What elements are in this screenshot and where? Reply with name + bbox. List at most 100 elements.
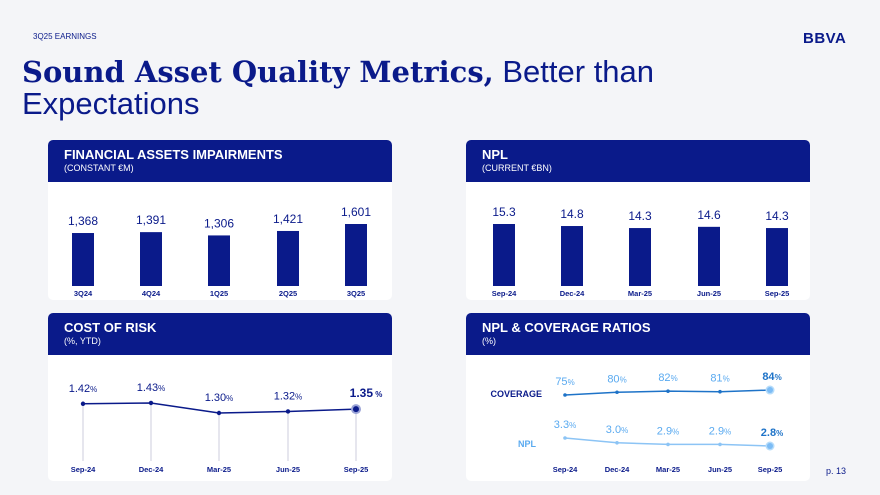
- x-tick-label: 3Q24: [74, 289, 93, 298]
- data-label: 1,368: [68, 214, 98, 228]
- data-label: 75%: [555, 376, 574, 388]
- data-point: [666, 389, 670, 393]
- x-tick-label: 1Q25: [210, 289, 228, 298]
- data-label: 3.0%: [606, 424, 628, 436]
- data-point: [767, 387, 773, 394]
- x-tick-label: Sep-25: [758, 465, 783, 474]
- bar: [277, 230, 299, 286]
- data-label: 1.30%: [205, 392, 234, 404]
- data-label: 14.6: [697, 208, 721, 222]
- bar: [561, 226, 583, 286]
- data-label: 1,391: [136, 213, 166, 227]
- panel-subtitle: (CURRENT €BN): [482, 163, 552, 173]
- unit: %: [226, 394, 233, 403]
- bar: [766, 228, 788, 286]
- data-label: 1,421: [273, 212, 303, 226]
- data-label: 1,306: [204, 216, 234, 230]
- data-label: 84%: [762, 371, 781, 383]
- x-tick-label: Dec-24: [605, 465, 630, 474]
- panel-subtitle: (CONSTANT €M): [64, 163, 134, 173]
- data-point: [767, 443, 773, 449]
- x-tick-label: Sep-25: [344, 465, 369, 474]
- panel-impairments: FINANCIAL ASSETS IMPAIRMENTS (CONSTANT €M…: [48, 140, 392, 300]
- data-point: [666, 442, 670, 447]
- data-label: 2.9%: [657, 425, 679, 437]
- impairments-chart: 1,368 3Q24 1,391 4Q24 1,306 1Q25 1,421 2Q25 1,60…: [68, 205, 371, 298]
- panel-title: NPL: [482, 147, 508, 162]
- data-label: 1.42%: [69, 383, 98, 395]
- unit: %: [158, 384, 165, 393]
- unit: %: [776, 429, 783, 438]
- data-point: [148, 400, 154, 406]
- data-point: [563, 436, 567, 440]
- series-label-npl: NPL: [518, 439, 537, 449]
- data-point: [80, 401, 86, 406]
- data-label: 14.3: [628, 209, 652, 223]
- unit: %: [775, 373, 782, 382]
- data-point: [216, 410, 222, 416]
- x-tick-label: Jun-25: [708, 465, 732, 474]
- data-point: [563, 393, 567, 397]
- panel-npl: NPL (CURRENT €BN) 15.3 Sep-24 14.8 Dec-24 14.…: [466, 140, 810, 300]
- x-tick-label: Sep-24: [71, 465, 96, 474]
- data-point: [615, 390, 619, 395]
- x-tick-label: 3Q25: [347, 289, 365, 298]
- x-tick-label: Sep-25: [765, 289, 790, 298]
- data-label: 1.35 %: [350, 386, 383, 400]
- data-label: 1.32%: [274, 390, 303, 402]
- data-label: 1,601: [341, 205, 371, 219]
- x-tick-label: Jun-25: [697, 289, 721, 298]
- bar: [140, 232, 162, 286]
- unit: %: [373, 390, 382, 399]
- unit: %: [90, 385, 97, 394]
- data-point: [353, 406, 359, 413]
- data-label: 2.8%: [761, 427, 783, 439]
- bar: [629, 228, 651, 286]
- x-tick-label: Mar-25: [628, 289, 652, 298]
- data-label: 80%: [607, 373, 626, 385]
- x-tick-label: Dec-24: [560, 289, 585, 298]
- unit: %: [569, 421, 576, 430]
- x-tick-label: Sep-24: [553, 465, 578, 474]
- panel-cost-of-risk: COST OF RISK (%, YTD) 1.42% Sep-24 1.43% Dec…: [48, 313, 392, 481]
- page-number: p. 13: [826, 466, 847, 476]
- unit: %: [723, 375, 730, 384]
- data-label: 82%: [658, 372, 677, 384]
- bar: [493, 224, 515, 286]
- title-bold: Sound Asset Quality Metrics,: [22, 55, 494, 89]
- npl-chart: 15.3 Sep-24 14.8 Dec-24 14.3 Mar-25 14.6 Jun-25…: [492, 205, 790, 298]
- panel-title: FINANCIAL ASSETS IMPAIRMENTS: [64, 147, 283, 162]
- data-point: [718, 442, 722, 447]
- x-tick-label: Jun-25: [276, 465, 300, 474]
- npl-coverage-chart: COVERAGE 75% 80% 82% 81% 84% NPL 3.3% 3.0% 2.9% 2.…: [490, 371, 783, 474]
- data-label: 81%: [710, 373, 729, 385]
- unit: %: [671, 374, 678, 383]
- x-tick-label: Dec-24: [139, 465, 164, 474]
- panel-subtitle: (%): [482, 336, 496, 346]
- unit: %: [672, 427, 679, 436]
- data-label: 14.3: [765, 209, 789, 223]
- unit: %: [295, 392, 302, 401]
- bar: [72, 233, 94, 286]
- data-label: 14.8: [560, 207, 584, 221]
- data-label: 15.3: [492, 205, 516, 219]
- cost-of-risk-chart: 1.42% Sep-24 1.43% Dec-24 1.30% Mar-25 1.32% Ju…: [69, 382, 383, 474]
- x-tick-label: 2Q25: [279, 289, 297, 298]
- bbva-logo: BBVA: [803, 30, 847, 47]
- report-kicker: 3Q25 EARNINGS: [33, 32, 97, 41]
- bar: [208, 235, 230, 286]
- page-title: Sound Asset Quality Metrics, Better than…: [22, 56, 782, 120]
- panel-title: COST OF RISK: [64, 320, 157, 335]
- panel-title: NPL & COVERAGE RATIOS: [482, 320, 651, 335]
- data-point: [718, 389, 722, 394]
- unit: %: [621, 426, 628, 435]
- x-tick-label: Mar-25: [656, 465, 680, 474]
- data-label: 2.9%: [709, 425, 731, 437]
- data-label: 3.3%: [554, 419, 576, 431]
- unit: %: [620, 375, 627, 384]
- panel-npl-coverage: NPL & COVERAGE RATIOS (%) COVERAGE 75% 80% 8…: [466, 313, 810, 481]
- bar: [345, 224, 367, 286]
- unit: %: [568, 378, 575, 387]
- data-point: [285, 409, 291, 414]
- x-tick-label: Mar-25: [207, 465, 231, 474]
